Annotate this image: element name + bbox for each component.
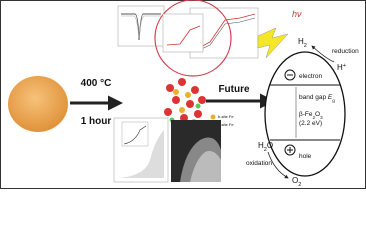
duration: 1 hour	[81, 116, 112, 127]
material-label: β-Fe2O3	[299, 111, 323, 120]
band-gap-sub: g	[332, 98, 335, 103]
electron-label: electron	[299, 73, 323, 80]
material-sub2: 3	[320, 115, 323, 120]
h2-sub: 2	[304, 43, 307, 49]
tem-image	[171, 120, 221, 182]
band-gap-symbol: E	[328, 94, 333, 101]
sample-photo	[8, 76, 68, 132]
lightning-icon	[257, 27, 289, 59]
figure: 400 °C 1 hour b-site Fe d-site Fe O	[0, 0, 366, 189]
material-sub1: 2	[313, 115, 316, 120]
energy-graph-inset	[154, 0, 259, 77]
reduction-product: H2	[298, 37, 307, 49]
temperature: 400 °C	[81, 78, 112, 89]
light-h: h	[292, 9, 297, 19]
future-label: Future	[218, 84, 250, 95]
material-prefix: β-Fe	[299, 111, 313, 118]
o2-sub: 2	[298, 182, 301, 188]
h2-main: H	[298, 37, 304, 46]
h2o-main: H	[258, 141, 264, 150]
reduction-arrow	[311, 45, 335, 63]
hole-label: hole	[299, 153, 312, 160]
oxidation-reactant: H2O	[258, 141, 273, 153]
oxidation-arrow	[267, 151, 289, 179]
light-nu: ν	[297, 9, 302, 19]
band-gap-text: band gap	[299, 94, 328, 101]
isotherm-inset	[113, 117, 169, 183]
reduction-label: reduction	[332, 48, 359, 55]
oxidation-product: O2	[292, 176, 301, 188]
oxidation-label: oxidation	[246, 160, 272, 167]
energy-label: (2.2 eV)	[299, 120, 322, 127]
o2-main: O	[292, 176, 298, 185]
material-mid: O	[315, 111, 320, 118]
band-gap-label: band gap Eg	[299, 94, 335, 103]
particle	[264, 51, 346, 177]
reduction-reactant: H+	[337, 63, 346, 72]
h2o-sub: 2	[264, 147, 267, 153]
light-label: hν	[292, 9, 302, 19]
legend-label: d-site Fe	[218, 122, 234, 127]
legend-label: b-site Fe	[218, 114, 234, 119]
hplus-sup: +	[343, 63, 346, 69]
hplus-main: H	[337, 63, 343, 72]
h2o-tail: O	[267, 141, 273, 150]
